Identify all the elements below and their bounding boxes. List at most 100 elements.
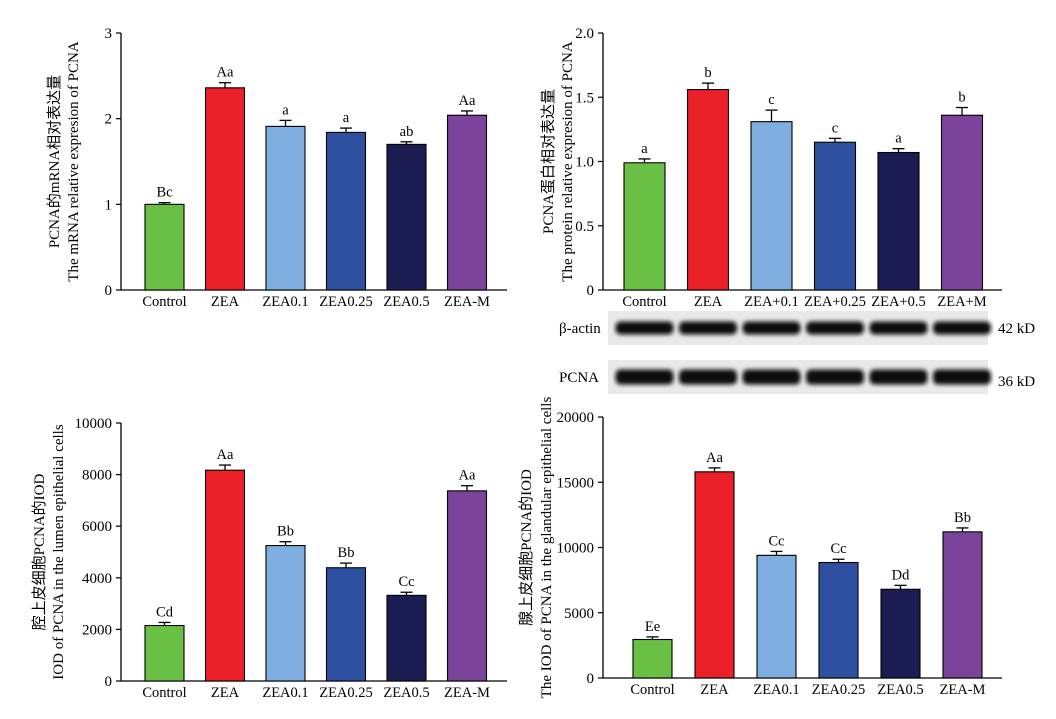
chart-lumen-iod: 0 2000 4000 6000 8000 10000 Cd Control Aa ZEA Bb ZE… — [31, 416, 507, 701]
category-label: ZEA+0.5 — [871, 294, 926, 310]
significance-label: Aa — [459, 93, 476, 109]
y-tick-label: 2 — [105, 112, 113, 128]
bar — [623, 162, 666, 291]
significance-label: Bc — [156, 185, 172, 201]
blot-band — [933, 369, 991, 385]
y-tick-label: 15000 — [557, 475, 595, 491]
y-tick-label: 1 — [105, 197, 113, 213]
bar — [325, 567, 367, 682]
category-label: ZEA0.5 — [383, 294, 429, 310]
blot-size-pcna: 36 kD — [998, 374, 1035, 390]
y-axis-label: The mRNA relative expresion of PCNA — [66, 41, 82, 282]
blot-band — [742, 321, 801, 335]
significance-label: Aa — [706, 450, 723, 466]
blot-size-beta-actin: 42 kD — [998, 321, 1035, 337]
category-label: ZEA+M — [937, 294, 986, 310]
blot-label-beta-actin: β-actin — [559, 321, 601, 337]
y-tick-label: 8000 — [82, 468, 112, 484]
significance-label: Bb — [954, 510, 971, 526]
blot-band — [933, 321, 991, 335]
chart-glandular-iod: 0 5000 10000 15000 20000 Ee Control Aa ZEA Cc ZEA0… — [518, 397, 1002, 699]
bar — [632, 638, 673, 679]
blot-band — [806, 321, 864, 335]
bar — [265, 544, 306, 682]
blot-label-pcna: PCNA — [559, 370, 599, 386]
significance-label: Cc — [830, 541, 846, 557]
significance-label: a — [895, 131, 902, 147]
y-tick-label: 0 — [587, 671, 595, 687]
bar — [325, 131, 367, 291]
y-axis-label: 腔上皮细胞PCNA的IOD — [31, 474, 48, 631]
bar — [818, 561, 859, 679]
bar — [446, 114, 488, 291]
blot-band — [869, 321, 928, 335]
significance-label: ab — [400, 124, 414, 140]
category-label: ZEA+0.25 — [804, 294, 866, 310]
y-tick-label: 6000 — [82, 519, 112, 535]
significance-label: b — [958, 90, 965, 106]
significance-label: Aa — [459, 468, 476, 484]
significance-label: c — [768, 92, 774, 108]
y-tick-label: 1.5 — [575, 90, 594, 106]
category-label: Control — [142, 294, 186, 310]
significance-label: Ee — [645, 619, 660, 635]
category-label: ZEA — [700, 682, 729, 698]
bar — [204, 87, 246, 291]
y-tick-label: 10000 — [557, 541, 595, 557]
significance-label: Dd — [892, 567, 910, 583]
bar — [265, 125, 306, 291]
y-tick-label: 20000 — [557, 410, 595, 426]
category-label: ZEA0.5 — [383, 685, 429, 701]
blot-band — [615, 369, 674, 385]
y-tick-label: 2.0 — [575, 26, 594, 42]
y-tick-label: 10000 — [75, 416, 113, 432]
y-tick-label: 3 — [105, 26, 113, 42]
bar — [877, 151, 920, 291]
blot-bands — [615, 321, 991, 385]
blot-band — [615, 321, 674, 335]
y-tick-label: 0 — [105, 283, 113, 299]
blot-band — [742, 369, 801, 385]
category-label: ZEA+0.1 — [744, 294, 799, 310]
category-label: ZEA0.25 — [319, 685, 373, 701]
category-label: ZEA — [694, 294, 723, 310]
category-label: ZEA0.5 — [877, 682, 923, 698]
blot-band — [869, 369, 928, 385]
y-axis-label: The protein relative expresion of PCNA — [560, 41, 576, 282]
significance-label: a — [343, 110, 350, 126]
bar — [446, 490, 488, 682]
significance-label: a — [641, 141, 648, 157]
significance-label: Cc — [768, 533, 784, 549]
category-label: ZEA0.1 — [262, 294, 308, 310]
y-axis-label: PCNA的mRNA相对表达量 — [46, 75, 63, 248]
significance-label: Bb — [338, 545, 355, 561]
category-label: ZEA-M — [444, 685, 490, 701]
significance-label: Bb — [277, 524, 294, 540]
y-axis-label: IOD of PCNA in the lumen epithelial cell… — [51, 424, 67, 680]
significance-label: Cc — [398, 574, 414, 590]
bar — [204, 469, 246, 682]
category-label: ZEA0.25 — [319, 294, 373, 310]
category-label: ZEA0.25 — [812, 682, 866, 698]
category-label: Control — [622, 294, 666, 310]
bar — [686, 88, 730, 291]
category-label: ZEA — [211, 685, 240, 701]
category-label: ZEA — [211, 294, 240, 310]
y-axis-label: The IOD of PCNA in the glandular epithel… — [539, 397, 555, 699]
significance-label: a — [282, 102, 289, 118]
chart-pcna-protein: 0 0.5 1.0 1.5 2.0 a Control b ZEA c ZEA+0.1 c ZEA+0.… — [540, 26, 1002, 310]
blot-band — [679, 321, 737, 335]
y-tick-label: 1.0 — [575, 155, 594, 171]
y-tick-label: 2000 — [82, 622, 112, 638]
y-tick-label: 5000 — [564, 606, 594, 622]
significance-label: b — [704, 65, 711, 81]
y-tick-label: 4000 — [82, 571, 112, 587]
category-label: ZEA0.1 — [753, 682, 799, 698]
category-label: ZEA-M — [444, 294, 490, 310]
significance-label: Aa — [217, 447, 234, 463]
y-tick-label: 0 — [105, 674, 113, 690]
category-label: ZEA-M — [940, 682, 986, 698]
y-axis-label: PCNA蛋白相对表达量 — [540, 89, 557, 234]
category-label: Control — [142, 685, 186, 701]
bar — [144, 203, 185, 291]
